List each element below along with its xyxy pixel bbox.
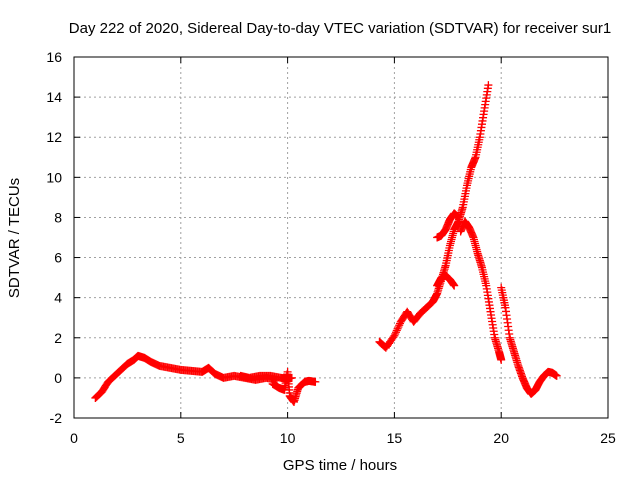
data-point-dense (392, 328, 401, 337)
sat-trace-1 (91, 351, 281, 402)
x-tick-label: 20 (493, 430, 509, 446)
sat-trace-4 (375, 81, 493, 352)
sat-trace-7 (456, 217, 506, 364)
y-tick-label: 6 (54, 250, 62, 266)
sat-trace-5 (433, 209, 463, 242)
chart-title: Day 222 of 2020, Sidereal Day-to-day VTE… (69, 20, 611, 37)
x-tick-label: 0 (70, 430, 78, 446)
x-tick-label: 10 (280, 430, 296, 446)
data-point (311, 377, 320, 386)
plot-frame (73, 56, 609, 419)
data-point-dense (391, 330, 400, 339)
sat-trace-3 (268, 367, 320, 406)
x-axis-label: GPS time / hours (283, 457, 397, 474)
sat-trace-8 (497, 283, 561, 398)
y-tick-label: 12 (46, 129, 62, 145)
data-points (91, 81, 561, 406)
data-point-dense (395, 321, 404, 330)
data-point (390, 331, 399, 340)
sat-trace-6 (433, 271, 459, 290)
data-point-dense (393, 324, 402, 333)
y-tick-label: 0 (54, 370, 62, 386)
x-tick-label: 15 (387, 430, 403, 446)
y-tick-label: 14 (46, 89, 62, 105)
x-tick-label: 25 (600, 430, 616, 446)
y-tick-label: 2 (54, 330, 62, 346)
x-tick-labels: 0 5 10 15 20 25 (70, 430, 616, 446)
y-tick-labels: -2 0 2 4 6 8 10 12 14 16 (46, 49, 62, 426)
y-tick-label: 4 (54, 290, 62, 306)
y-tick-label: 16 (46, 49, 62, 65)
y-tick-label: 8 (54, 209, 62, 225)
axis-ticks (73, 56, 609, 419)
data-point-dense (394, 322, 403, 331)
y-tick-label: -2 (50, 410, 63, 426)
data-point (450, 281, 459, 290)
data-point (552, 371, 561, 380)
y-axis-label: SDTVAR / TECUs (6, 178, 23, 298)
data-point-dense (392, 326, 401, 335)
data-point (497, 355, 506, 364)
y-tick-label: 10 (46, 169, 62, 185)
data-point (454, 213, 463, 222)
data-point (484, 81, 493, 90)
x-tick-label: 5 (177, 430, 185, 446)
